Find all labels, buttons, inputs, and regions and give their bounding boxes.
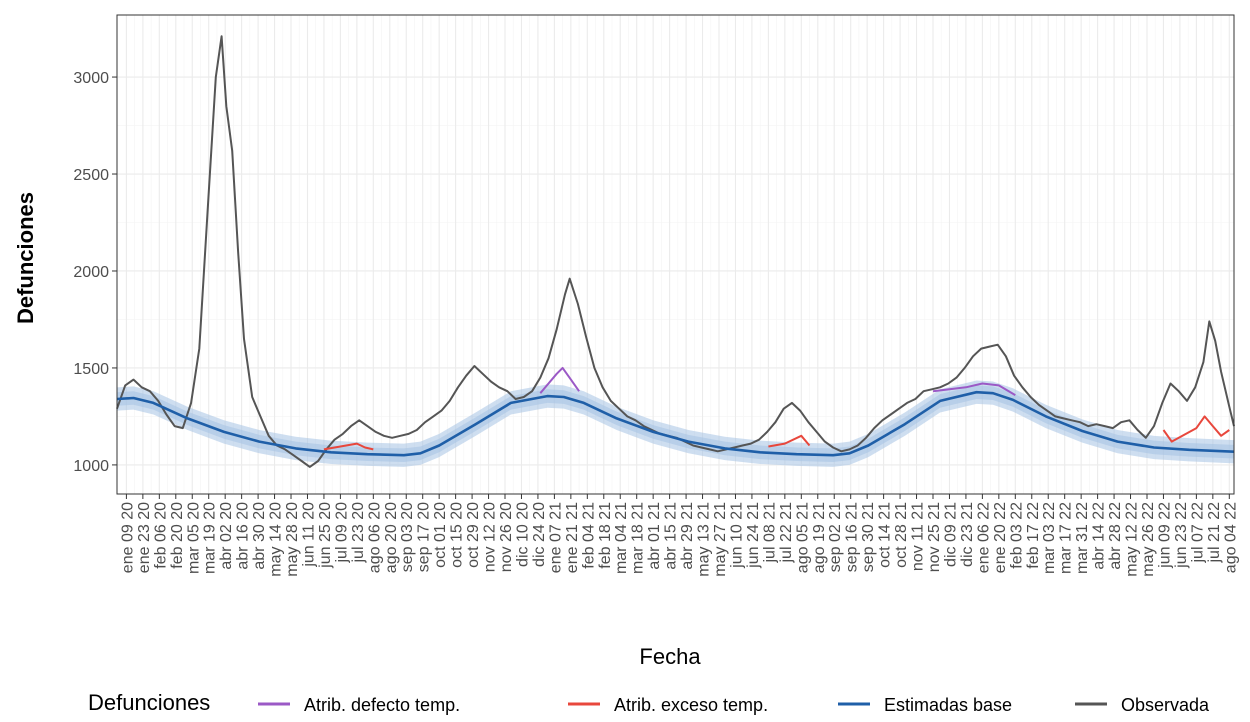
- x-tick-label: jun 24 21: [745, 502, 762, 569]
- y-tick-label: 2000: [73, 264, 109, 281]
- x-tick-label: ene 21 21: [564, 502, 581, 573]
- x-tick-label: mar 04 21: [613, 502, 630, 574]
- series-line-atrib-exceso-temp: [768, 434, 811, 448]
- x-tick-label: sep 17 20: [416, 502, 433, 572]
- x-tick-label: may 26 22: [1140, 502, 1157, 577]
- x-tick-label: mar 19 20: [202, 502, 219, 574]
- x-tick-label: jul 22 21: [778, 502, 795, 564]
- x-tick-label: ene 06 22: [975, 502, 992, 573]
- x-tick-label: feb 20 20: [169, 502, 186, 569]
- x-tick-label: ago 20 20: [383, 502, 400, 573]
- x-tick-label: abr 29 21: [679, 502, 696, 570]
- x-tick-label: ago 04 22: [1222, 502, 1239, 573]
- series-line-atrib-defecto-temp: [932, 382, 1016, 396]
- series-line-observada: [116, 35, 1235, 468]
- x-tick-label: abr 14 22: [1091, 502, 1108, 570]
- x-tick-label: mar 03 22: [1041, 502, 1058, 574]
- series-line-estimadas-base: [116, 390, 1235, 457]
- x-tick-label: oct 15 20: [449, 502, 466, 568]
- confidence-band: [117, 380, 1234, 467]
- series-line-atrib-exceso-temp: [323, 442, 374, 451]
- x-tick-label: oct 01 20: [432, 502, 449, 568]
- series-layer: [116, 35, 1235, 468]
- x-tick-label: jul 09 20: [333, 502, 350, 564]
- x-tick-label: ago 05 21: [794, 502, 811, 573]
- legend-item-label: Observada: [1121, 695, 1210, 715]
- x-tick-label: sep 30 21: [860, 502, 877, 572]
- y-tick-label: 3000: [73, 70, 109, 87]
- x-tick-label: ene 20 22: [992, 502, 1009, 573]
- x-tick-label: mar 05 20: [185, 502, 202, 574]
- x-tick-label: sep 03 20: [399, 502, 416, 572]
- x-tick-label: ago 19 21: [811, 502, 828, 573]
- y-axis-title: Defunciones: [13, 192, 38, 324]
- x-tick-label: abr 01 21: [646, 502, 663, 570]
- grid-major: [117, 15, 1234, 494]
- x-tick-label: abr 15 21: [663, 502, 680, 570]
- x-tick-label: jun 25 20: [317, 502, 334, 569]
- x-tick-label: nov 11 21: [910, 502, 927, 571]
- x-tick-label: nov 26 20: [498, 502, 515, 572]
- y-axis: 1000 1500 2000 2500 3000: [73, 70, 117, 475]
- x-tick-label: abr 30 20: [251, 502, 268, 570]
- x-tick-label: mar 31 22: [1074, 502, 1091, 574]
- x-tick-label: mar 18 21: [630, 502, 647, 574]
- x-tick-label: ene 23 20: [136, 502, 153, 573]
- x-tick-label: feb 18 21: [597, 502, 614, 569]
- legend: Defunciones Atrib. defecto temp. Atrib. e…: [88, 690, 1210, 715]
- x-tick-label: jul 23 20: [350, 502, 367, 564]
- x-tick-label: oct 29 20: [465, 502, 482, 568]
- legend-item-label: Atrib. exceso temp.: [614, 695, 768, 715]
- x-tick-label: dic 24 20: [531, 502, 548, 567]
- x-axis: ene 09 20 ene 23 20 feb 06 20 feb 20 20 mar …: [119, 494, 1239, 577]
- x-tick-label: jun 11 20: [300, 502, 317, 568]
- x-tick-label: may 12 22: [1124, 502, 1141, 577]
- x-tick-label: dic 23 21: [959, 502, 976, 567]
- x-axis-title: Fecha: [639, 644, 701, 669]
- x-tick-label: feb 06 20: [152, 502, 169, 569]
- x-tick-label: sep 16 21: [844, 502, 861, 572]
- x-tick-label: mar 17 22: [1058, 502, 1075, 574]
- x-tick-label: feb 04 21: [580, 502, 597, 569]
- x-tick-label: jul 21 22: [1206, 502, 1223, 564]
- x-tick-label: ene 07 21: [547, 502, 564, 573]
- x-tick-label: may 14 20: [268, 502, 285, 577]
- x-tick-label: ene 09 20: [119, 502, 136, 573]
- x-tick-label: abr 02 20: [218, 502, 235, 570]
- y-tick-label: 1000: [73, 458, 109, 475]
- x-tick-label: may 28 20: [284, 502, 301, 577]
- x-tick-label: abr 28 22: [1107, 502, 1124, 570]
- x-tick-label: sep 02 21: [827, 502, 844, 572]
- x-tick-label: dic 10 20: [514, 502, 531, 567]
- x-tick-label: abr 16 20: [235, 502, 252, 570]
- x-tick-label: feb 03 22: [1008, 502, 1025, 569]
- x-tick-label: may 27 21: [712, 502, 729, 577]
- legend-item-label: Estimadas base: [884, 695, 1012, 715]
- y-tick-label: 1500: [73, 361, 109, 378]
- x-tick-label: dic 09 21: [942, 502, 959, 567]
- y-tick-label: 2500: [73, 167, 109, 184]
- x-tick-label: may 13 21: [696, 502, 713, 577]
- x-tick-label: jun 10 21: [728, 502, 745, 569]
- series-line-atrib-exceso-temp: [1162, 415, 1230, 443]
- panel-border: [116, 14, 1235, 495]
- legend-title: Defunciones: [88, 690, 210, 715]
- x-tick-label: oct 14 21: [877, 502, 894, 568]
- x-tick-label: nov 25 21: [926, 502, 943, 572]
- grid-minor: [117, 15, 1234, 494]
- x-tick-label: feb 17 22: [1025, 502, 1042, 569]
- legend-item-label: Atrib. defecto temp.: [304, 695, 460, 715]
- x-tick-label: oct 28 21: [893, 502, 910, 568]
- x-tick-label: jun 23 22: [1173, 502, 1190, 569]
- x-tick-label: ago 06 20: [366, 502, 383, 573]
- x-tick-label: jul 07 22: [1189, 502, 1206, 564]
- x-tick-label: jul 08 21: [761, 502, 778, 564]
- series-line-atrib-defecto-temp: [539, 366, 580, 394]
- x-tick-label: jun 09 22: [1156, 502, 1173, 569]
- x-tick-label: nov 12 20: [482, 502, 499, 572]
